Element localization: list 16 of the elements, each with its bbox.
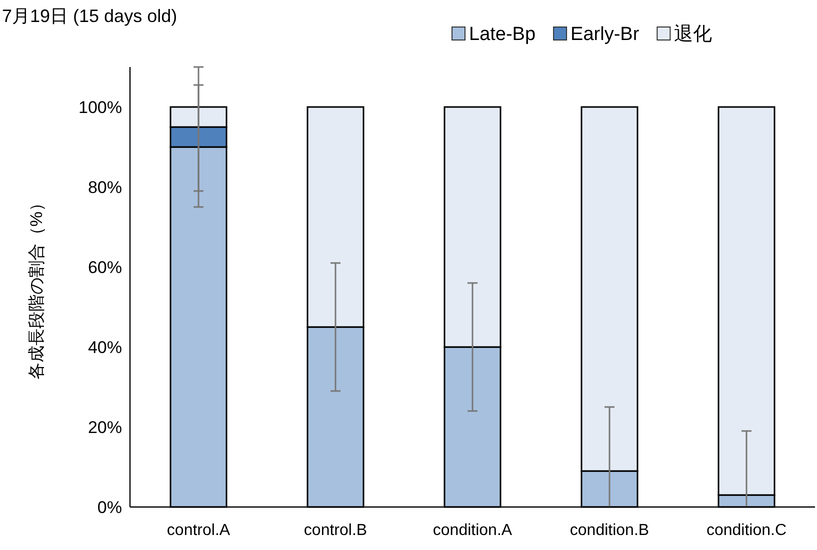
y-tick-label: 60% [88, 258, 122, 277]
chart-title: 7月19日 (15 days old) [2, 6, 178, 26]
y-tick-label: 20% [88, 418, 122, 437]
y-tick-label: 40% [88, 338, 122, 357]
x-tick-label: condition.A [432, 522, 512, 539]
y-tick-label: 0% [97, 498, 122, 517]
legend-label: Late-Bp [469, 24, 536, 45]
x-tick-label: condition.B [570, 522, 650, 539]
y-axis-title: 各成長段階の割合（%） [27, 194, 46, 380]
y-tick-label: 80% [88, 178, 122, 197]
y-tick-label: 100% [78, 98, 122, 117]
legend-label: 退化 [674, 24, 712, 45]
legend-label: Early-Br [570, 24, 640, 45]
x-tick-label: control.B [304, 522, 368, 539]
x-tick-label: condition.C [706, 522, 787, 539]
x-tick-label: control.A [166, 522, 230, 539]
